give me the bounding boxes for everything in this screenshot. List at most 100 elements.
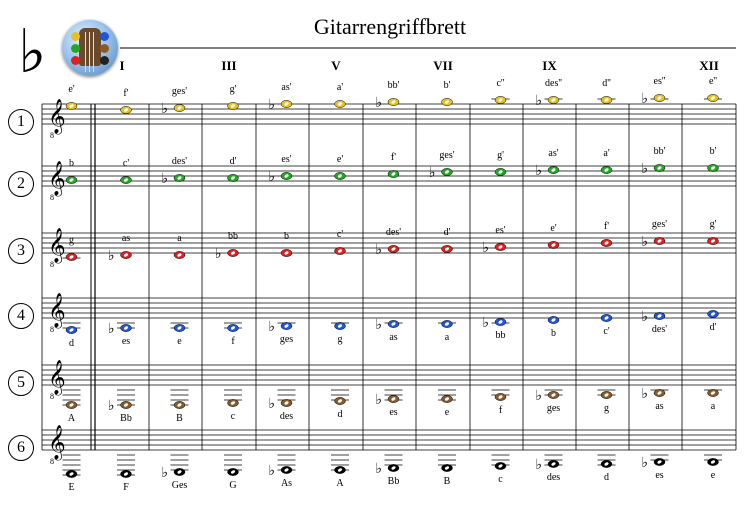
note-head-hole bbox=[604, 168, 609, 172]
note-label: g' bbox=[709, 219, 717, 230]
note-head-hole bbox=[123, 326, 129, 330]
note-label: e bbox=[177, 336, 182, 347]
note-label: c' bbox=[122, 158, 130, 169]
note-label: es' bbox=[281, 154, 292, 165]
note-head-hole bbox=[444, 170, 450, 174]
string-number-5: 5 bbox=[8, 370, 34, 396]
note-label: es bbox=[121, 336, 131, 347]
note-label: des' bbox=[385, 227, 402, 238]
note-label: d' bbox=[443, 227, 451, 238]
note-head-hole bbox=[391, 100, 396, 104]
note-head-hole bbox=[444, 466, 450, 470]
note-label: As bbox=[280, 478, 293, 489]
note-head-hole bbox=[444, 397, 450, 401]
flat-accidental: ♭ bbox=[108, 398, 115, 414]
note-label: d' bbox=[229, 156, 237, 167]
note-head-hole bbox=[177, 106, 182, 110]
note-head-hole bbox=[69, 472, 74, 476]
note-head-hole bbox=[177, 176, 182, 180]
guitar-headstock-icon bbox=[62, 20, 118, 76]
note-label: ges bbox=[279, 334, 294, 345]
note-head-hole bbox=[657, 391, 662, 395]
note-label: des bbox=[546, 472, 561, 483]
note-label: d bbox=[604, 472, 609, 483]
note-head-hole bbox=[337, 249, 343, 253]
note-label: b bbox=[69, 158, 74, 169]
flat-accidental: ♭ bbox=[162, 101, 169, 117]
diagram-title: Gitarrengriffbrett bbox=[313, 14, 467, 39]
flat-accidental: ♭ bbox=[269, 396, 276, 412]
octave-8-mark: 8 bbox=[50, 193, 54, 202]
note-head-hole bbox=[498, 170, 503, 174]
note-head-hole bbox=[498, 245, 503, 249]
note-label: ges bbox=[546, 403, 561, 414]
note-head-hole bbox=[123, 253, 129, 257]
note-label: c' bbox=[603, 326, 610, 337]
note-head-hole bbox=[284, 102, 289, 106]
note-label: Bb bbox=[387, 476, 400, 487]
note-label: ges' bbox=[651, 219, 668, 230]
string-number-6: 6 bbox=[8, 435, 34, 461]
note-head-hole bbox=[604, 462, 609, 466]
note-head-hole bbox=[391, 172, 396, 176]
treble-clef-icon: 𝄞 bbox=[48, 360, 66, 396]
note-label: e' bbox=[336, 154, 344, 165]
note-label: b bbox=[551, 328, 556, 339]
note-head-hole bbox=[551, 393, 556, 397]
note-label: des' bbox=[171, 156, 188, 167]
note-label: f' bbox=[123, 88, 129, 99]
flat-accidental: ♭ bbox=[376, 392, 383, 408]
note-head-hole bbox=[69, 255, 74, 259]
note-label: f' bbox=[390, 152, 397, 163]
note-head-hole bbox=[284, 324, 289, 328]
note-label: c' bbox=[336, 229, 344, 240]
note-head-hole bbox=[177, 470, 182, 474]
note-label: des' bbox=[651, 324, 668, 335]
note-head-hole bbox=[498, 464, 503, 468]
note-label: Bb bbox=[120, 413, 132, 424]
flat-accidental: ♭ bbox=[376, 242, 383, 258]
position-label-5: IX bbox=[542, 58, 557, 73]
octave-8-mark: 8 bbox=[50, 457, 54, 466]
note-label: bb bbox=[228, 231, 238, 242]
note-head-hole bbox=[657, 314, 662, 318]
note-head-hole bbox=[604, 241, 609, 245]
note-label: e'' bbox=[708, 76, 718, 87]
note-head-hole bbox=[123, 472, 129, 476]
note-head-hole bbox=[69, 178, 74, 182]
note-head-hole bbox=[444, 100, 450, 104]
note-label: e' bbox=[550, 223, 557, 234]
note-head-hole bbox=[551, 243, 556, 247]
flat-accidental: ♭ bbox=[376, 95, 383, 111]
note-head-hole bbox=[284, 468, 289, 472]
note-head-hole bbox=[604, 393, 609, 397]
octave-8-mark: 8 bbox=[50, 260, 54, 269]
note-label: g bbox=[604, 403, 609, 414]
note-label: as' bbox=[281, 82, 292, 93]
flat-accidental: ♭ bbox=[536, 93, 543, 109]
note-head-hole bbox=[604, 98, 609, 102]
note-head-hole bbox=[657, 96, 662, 100]
note-label: b' bbox=[443, 80, 451, 91]
note-label: G bbox=[229, 480, 237, 491]
treble-clef-icon: 𝄞 bbox=[48, 99, 66, 135]
position-label-2: III bbox=[221, 58, 237, 73]
flat-accidental: ♭ bbox=[162, 465, 169, 481]
note-head-hole bbox=[551, 318, 556, 322]
note-label: a bbox=[177, 233, 182, 244]
note-head-hole bbox=[177, 253, 182, 257]
treble-clef-icon: 𝄞 bbox=[48, 293, 66, 329]
flat-accidental: ♭ bbox=[642, 234, 649, 250]
string-number-3: 3 bbox=[8, 238, 34, 264]
note-head-hole bbox=[444, 247, 450, 251]
note-label: des bbox=[279, 411, 294, 422]
note-head-hole bbox=[498, 98, 503, 102]
flat-accidental: ♭ bbox=[536, 163, 543, 179]
note-head-hole bbox=[230, 326, 236, 330]
position-label-1: I bbox=[119, 58, 125, 73]
note-label: c bbox=[230, 411, 236, 422]
octave-8-mark: 8 bbox=[50, 325, 54, 334]
note-head-hole bbox=[230, 176, 236, 180]
